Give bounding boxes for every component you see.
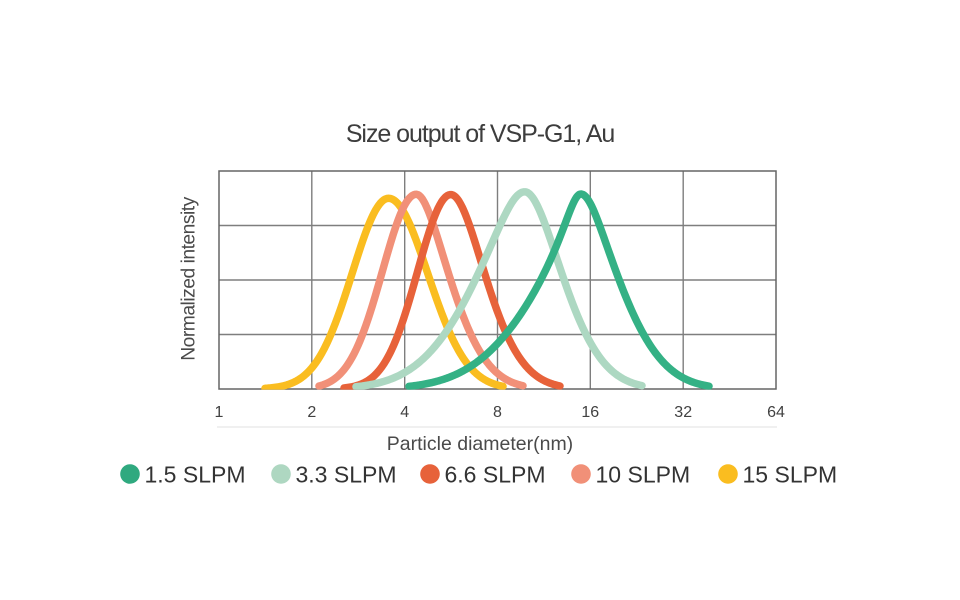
svg-text:4: 4 bbox=[400, 404, 409, 421]
svg-text:32: 32 bbox=[674, 404, 692, 421]
svg-text:Normalized intensity: Normalized intensity bbox=[179, 196, 200, 360]
svg-text:1: 1 bbox=[215, 404, 224, 421]
svg-text:2: 2 bbox=[307, 404, 316, 421]
svg-text:8: 8 bbox=[493, 404, 502, 421]
svg-text:6.6 SLPM: 6.6 SLPM bbox=[445, 462, 546, 488]
svg-text:Size output of VSP-G1, Au: Size output of VSP-G1, Au bbox=[346, 120, 615, 148]
svg-text:3.3 SLPM: 3.3 SLPM bbox=[296, 462, 397, 488]
svg-text:1.5 SLPM: 1.5 SLPM bbox=[145, 462, 246, 488]
svg-text:Particle diameter(nm): Particle diameter(nm) bbox=[387, 433, 573, 455]
svg-text:64: 64 bbox=[767, 404, 785, 421]
svg-text:15 SLPM: 15 SLPM bbox=[743, 462, 838, 488]
svg-text:10 SLPM: 10 SLPM bbox=[596, 462, 691, 488]
svg-text:16: 16 bbox=[581, 404, 599, 421]
